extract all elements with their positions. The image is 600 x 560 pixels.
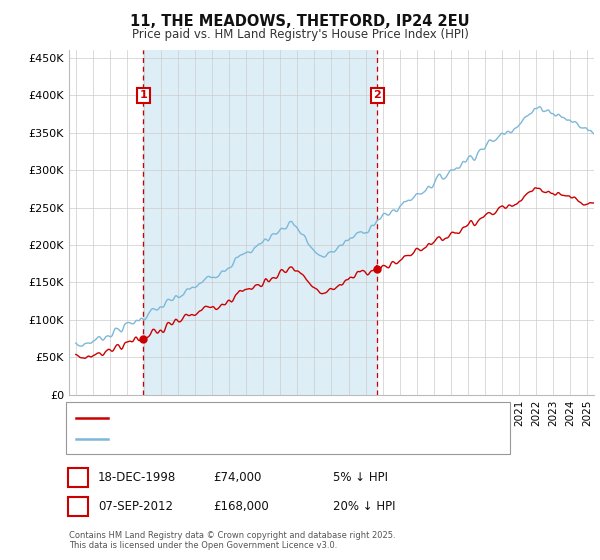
- Text: 11, THE MEADOWS, THETFORD, IP24 2EU (detached house): 11, THE MEADOWS, THETFORD, IP24 2EU (det…: [114, 413, 440, 423]
- Text: 2: 2: [373, 90, 381, 100]
- Text: 07-SEP-2012: 07-SEP-2012: [98, 500, 173, 513]
- Bar: [143, 50, 377, 395]
- Text: Contains HM Land Registry data © Crown copyright and database right 2025.
This d: Contains HM Land Registry data © Crown c…: [69, 530, 395, 550]
- Text: 1: 1: [140, 90, 148, 100]
- Text: 20% ↓ HPI: 20% ↓ HPI: [333, 500, 395, 513]
- Text: 18-DEC-1998: 18-DEC-1998: [98, 470, 176, 484]
- Text: £168,000: £168,000: [213, 500, 269, 513]
- Text: £74,000: £74,000: [213, 470, 262, 484]
- Text: HPI: Average price, detached house, Breckland: HPI: Average price, detached house, Brec…: [114, 435, 371, 444]
- Text: 1: 1: [74, 470, 82, 484]
- Text: 2: 2: [74, 500, 82, 513]
- Text: 11, THE MEADOWS, THETFORD, IP24 2EU: 11, THE MEADOWS, THETFORD, IP24 2EU: [130, 14, 470, 29]
- Text: 5% ↓ HPI: 5% ↓ HPI: [333, 470, 388, 484]
- Text: Price paid vs. HM Land Registry's House Price Index (HPI): Price paid vs. HM Land Registry's House …: [131, 28, 469, 41]
